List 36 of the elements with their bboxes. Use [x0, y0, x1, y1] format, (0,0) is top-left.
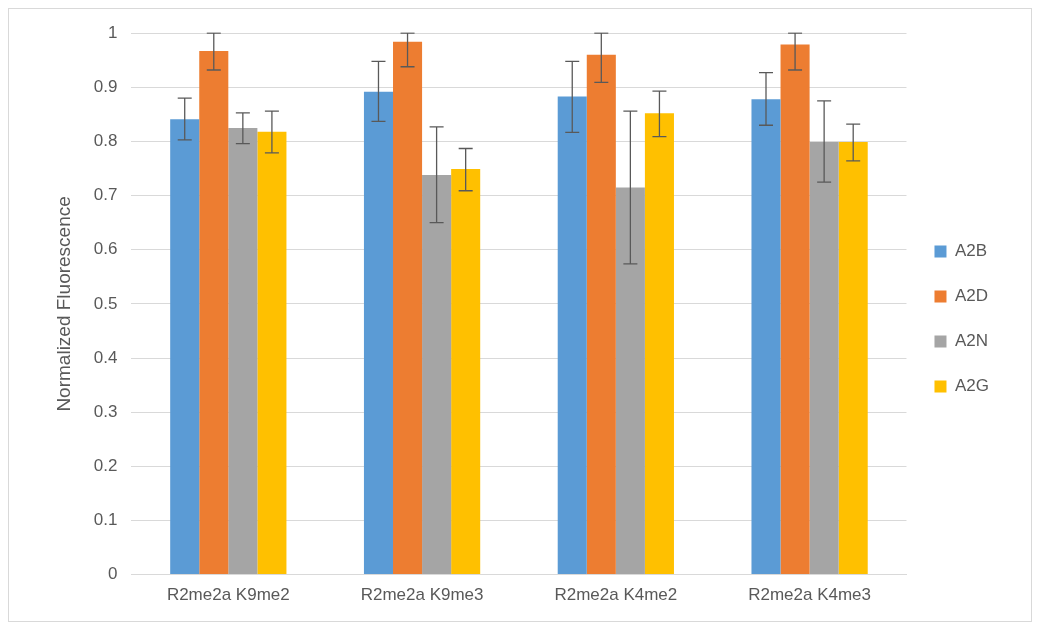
- y-tick-label: 0.3: [93, 401, 118, 421]
- bar: [644, 113, 674, 575]
- y-tick-label: 0.6: [93, 239, 118, 259]
- bar: [393, 41, 423, 575]
- bar: [557, 96, 587, 575]
- x-tick-label: R2me2a K4me3: [748, 585, 872, 605]
- x-tick-label: R2me2a K4me2: [554, 585, 678, 605]
- bar: [451, 169, 481, 575]
- bar: [586, 54, 616, 575]
- x-tick-label: R2me2a K9me3: [360, 585, 484, 605]
- bar: [170, 119, 200, 575]
- y-tick-label: 0.7: [93, 185, 118, 205]
- y-tick-label: 0.8: [93, 131, 118, 151]
- bar: [228, 127, 258, 575]
- bar: [199, 51, 229, 575]
- bar: [257, 131, 287, 575]
- legend-label: A2B: [954, 241, 988, 261]
- legend-label: A2G: [954, 376, 990, 396]
- bar: [809, 142, 839, 575]
- legend-label: A2D: [954, 286, 989, 306]
- y-axis-title: Normalized Fluorescence: [52, 196, 74, 412]
- legend-label: A2N: [954, 331, 989, 351]
- bar: [780, 44, 810, 575]
- y-tick-label: 0.5: [93, 293, 118, 313]
- y-tick-label: 0: [107, 564, 118, 584]
- bar: [838, 142, 868, 575]
- y-tick-label: 0.4: [93, 347, 118, 367]
- bar: [751, 99, 781, 575]
- bar: [363, 91, 394, 575]
- y-tick-label: 0.1: [93, 510, 118, 530]
- bar: [615, 187, 645, 575]
- y-tick-label: 0.2: [93, 456, 118, 476]
- bar: [422, 175, 452, 575]
- y-tick-label: 1: [107, 22, 118, 42]
- x-tick-label: R2me2a K9me2: [166, 585, 290, 605]
- y-tick-label: 0.9: [93, 77, 118, 97]
